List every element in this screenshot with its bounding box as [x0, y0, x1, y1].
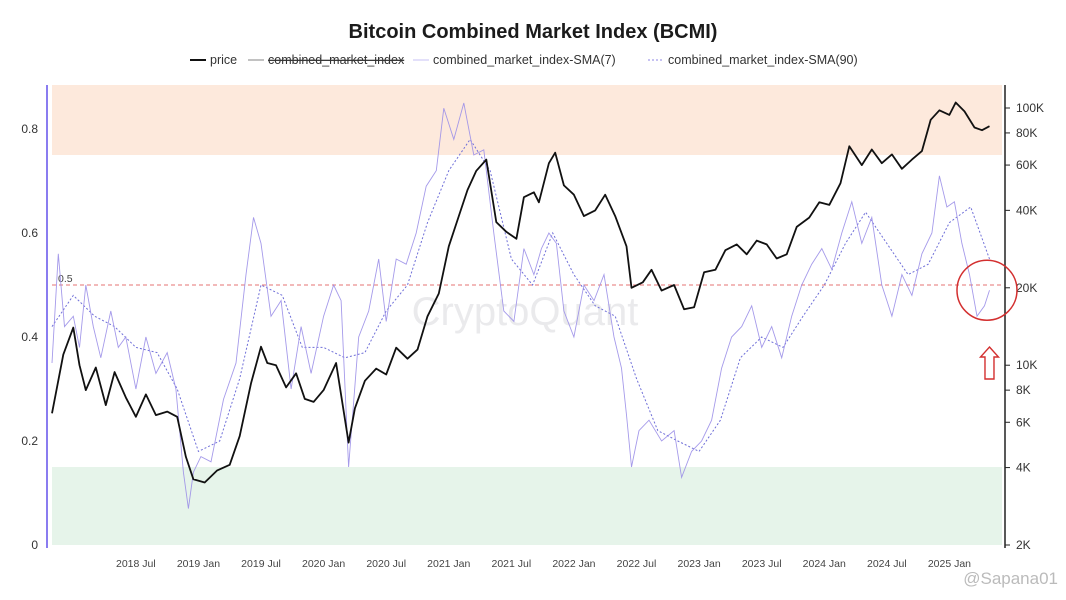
x-tick-label: 2022 Jan — [552, 558, 595, 570]
up-arrow-annotation — [978, 345, 1001, 380]
y-left-tick-label: 0.2 — [21, 434, 38, 448]
legend-item-combined-market-index-sma-7-[interactable]: combined_market_index-SMA(7) — [413, 53, 616, 67]
x-tick-label: 2023 Jan — [677, 558, 720, 570]
y-right-tick-label: 2K — [1016, 538, 1031, 552]
undervalued-zone-band — [52, 467, 1002, 545]
y-right-tick-label: 6K — [1016, 415, 1031, 429]
y-right-tick-label: 40K — [1016, 203, 1037, 217]
x-tick-label: 2021 Jul — [492, 558, 532, 570]
y-right-tick-label: 80K — [1016, 126, 1037, 140]
x-tick-label: 2020 Jan — [302, 558, 345, 570]
legend-label: combined_market_index-SMA(90) — [668, 53, 858, 67]
chart-legend[interactable]: price combined_market_index combined_marke… — [190, 53, 858, 67]
y-right-tick-label: 100K — [1016, 101, 1044, 115]
legend-label: price — [210, 53, 237, 67]
reference-line-label: 0.5 — [58, 273, 73, 285]
legend-item-combined-market-index[interactable]: combined_market_index — [248, 53, 405, 67]
annotation-layer — [956, 259, 1018, 380]
x-tick-label: 2024 Jan — [803, 558, 846, 570]
circle-highlight-annotation — [956, 259, 1018, 321]
zone-bands — [52, 85, 1002, 545]
y-right-tick-label: 20K — [1016, 281, 1037, 295]
y-left-tick-label: 0.6 — [21, 226, 38, 240]
x-tick-label: 2024 Jul — [867, 558, 907, 570]
x-axis-ticks: 2018 Jul 2019 Jan 2019 Jul 2020 Jan 2020 Jul… — [116, 558, 971, 570]
x-tick-label: 2022 Jul — [617, 558, 657, 570]
legend-label: combined_market_index-SMA(7) — [433, 53, 616, 67]
series-line-combined-market-index-sma-90- — [51, 138, 990, 453]
series-line-combined-market-index-sma-7- — [51, 102, 990, 509]
right-axis-ticks: 100K 80K 60K 40K 20K 10K 8K 6K 4K 2K — [1005, 101, 1044, 552]
series-layer — [51, 101, 990, 509]
x-tick-label: 2019 Jul — [241, 558, 281, 570]
legend-item-price[interactable]: price — [190, 53, 237, 67]
legend-item-combined-market-index-sma-90-[interactable]: combined_market_index-SMA(90) — [648, 53, 858, 67]
overheated-zone-band — [52, 85, 1002, 155]
chart-title: Bitcoin Combined Market Index (BCMI) — [349, 21, 718, 43]
x-tick-label: 2018 Jul — [116, 558, 156, 570]
y-right-tick-label: 4K — [1016, 461, 1031, 475]
y-right-tick-label: 10K — [1016, 358, 1037, 372]
y-left-tick-label: 0.4 — [21, 330, 38, 344]
y-left-tick-label: 0 — [31, 538, 38, 552]
series-line-price — [51, 101, 990, 484]
y-left-tick-label: 0.8 — [21, 122, 38, 136]
credit-text: @Sapana01 — [963, 569, 1058, 588]
watermark-text: CryptoQuant — [412, 290, 639, 334]
left-axis-ticks: 0 0.2 0.4 0.6 0.8 — [21, 122, 38, 552]
x-tick-label: 2019 Jan — [177, 558, 220, 570]
legend-label: combined_market_index — [268, 53, 405, 67]
x-tick-label: 2025 Jan — [928, 558, 971, 570]
y-right-tick-label: 60K — [1016, 158, 1037, 172]
x-tick-label: 2023 Jul — [742, 558, 782, 570]
x-tick-label: 2020 Jul — [366, 558, 406, 570]
x-tick-label: 2021 Jan — [427, 558, 470, 570]
y-right-tick-label: 8K — [1016, 383, 1031, 397]
